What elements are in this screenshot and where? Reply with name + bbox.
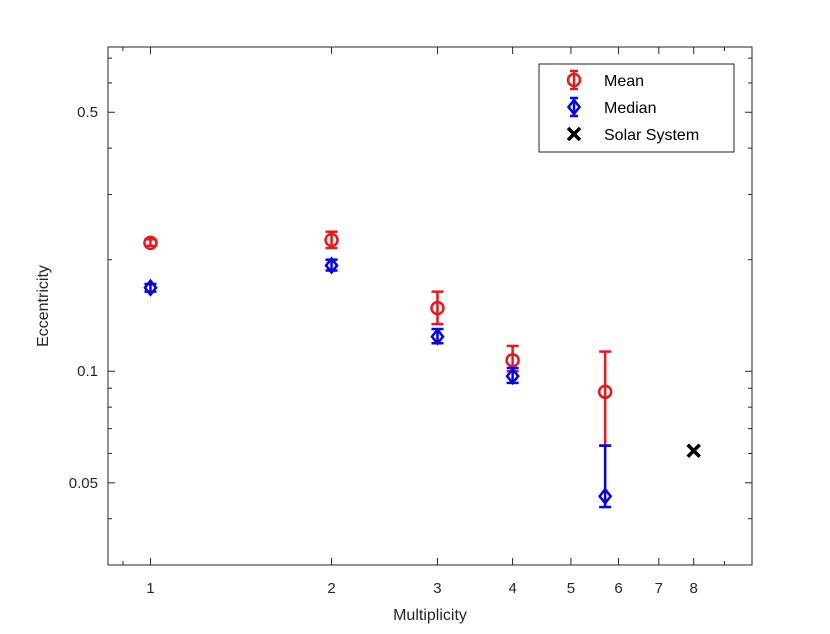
y-axis-label: Eccentricity [35, 265, 52, 347]
median-point [598, 487, 613, 506]
x-tick-label: 5 [567, 580, 575, 597]
legend-item-mean: Mean [566, 69, 644, 91]
y-tick-label: 0.5 [77, 104, 98, 121]
median-point [430, 327, 445, 346]
x-tick-label: 6 [614, 580, 622, 597]
y-tick-label: 0.1 [77, 363, 98, 380]
data-series [143, 230, 701, 509]
legend: Mean Median Solar System [538, 63, 735, 153]
y-axis: 0.05 0.1 0.5 [69, 57, 752, 566]
x-axis: 1 2 3 4 5 6 7 8 [122, 47, 753, 597]
y-tick-label: 0.05 [69, 475, 98, 492]
median-point [143, 278, 158, 297]
legend-label: Solar System [604, 127, 699, 144]
mean-point [505, 353, 520, 368]
legend-item-median: Median [566, 96, 656, 118]
x-tick-label: 7 [655, 580, 663, 597]
x-tick-label: 8 [690, 580, 698, 597]
legend-marker-solar-system [566, 126, 582, 142]
median-point [505, 367, 520, 386]
x-tick-label: 4 [508, 580, 516, 597]
series-median [143, 256, 613, 509]
legend-marker-mean [566, 72, 582, 88]
mean-point [430, 300, 445, 316]
x-tick-label: 2 [327, 580, 335, 597]
legend-label: Mean [604, 73, 644, 90]
series-mean [143, 230, 613, 447]
legend-marker-median [566, 97, 582, 117]
legend-label: Median [604, 100, 656, 117]
x-tick-label: 1 [146, 580, 154, 597]
solar-system-point [686, 443, 701, 459]
x-axis-label: Multiplicity [393, 607, 467, 624]
mean-point [143, 235, 158, 251]
mean-point [597, 384, 613, 400]
legend-item-solar-system: Solar System [566, 126, 699, 144]
series-solar-system [686, 443, 701, 459]
median-point [324, 256, 339, 275]
mean-point [324, 232, 339, 248]
x-tick-label: 3 [433, 580, 441, 597]
